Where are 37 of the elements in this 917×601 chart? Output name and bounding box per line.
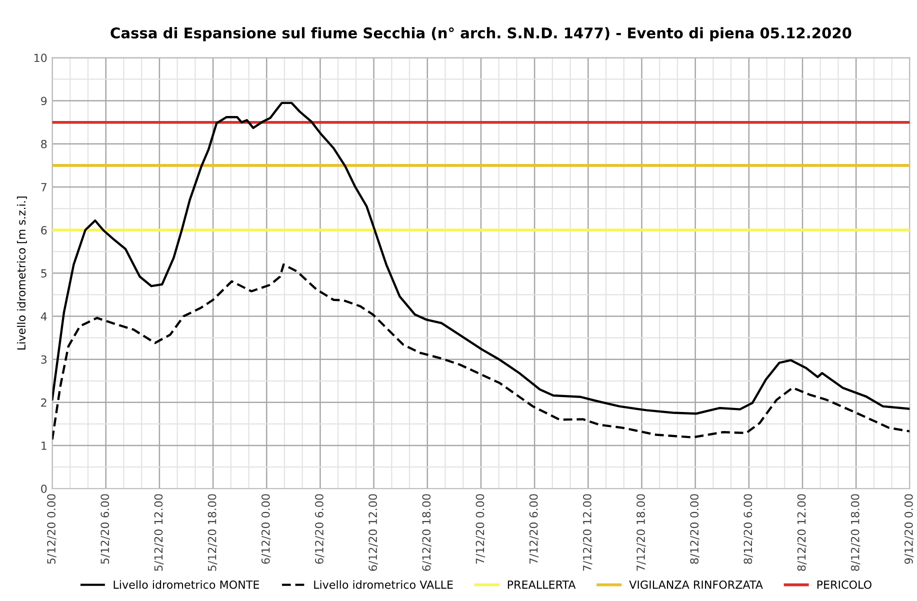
y-tick-label: 6 [41,226,47,234]
y-tick-label: 4 [40,312,47,320]
y-tick-label: 9 [41,96,47,106]
legend-label: PREALLERTA [508,580,576,589]
y-tick-label: 10 [34,54,47,62]
x-tick-label: 7/12/20 0.00 [476,494,486,564]
x-tick-label: 6/12/20 6.00 [315,494,324,564]
x-tick-label: 9/12/20 0.00 [904,494,914,564]
x-tick-label: 7/12/20 18.00 [636,494,646,571]
x-tick-label: 8/12/20 0.00 [690,494,700,564]
legend-label: PERICOLO [817,580,872,589]
x-tick-label: 5/12/20 6.00 [100,494,110,564]
legend-label: Livello idrometrico MONTE [114,580,260,589]
x-tick-label: 5/12/20 0.00 [47,494,56,564]
x-tick-label: 8/12/20 18.00 [850,494,860,571]
y-tick-label: 8 [41,140,47,148]
y-tick-label: 3 [41,355,47,364]
y-tick-label: 1 [42,442,46,450]
legend-label: VIGILANZA RINFORZATA [629,580,763,589]
x-tick-label: 5/12/20 12.00 [154,494,164,571]
y-tick-label: 2 [41,398,46,407]
y-axis-title: Livello idrometrico [m s.z.i.] [16,196,27,350]
chart-title: Cassa di Espansione sul fiume Secchia (n° arch. S.N.D. 1477) - Evento di piena 05.12.2020 [110,27,852,42]
x-tick-label: 6/12/20 18.00 [422,494,432,571]
x-tick-label: 8/12/20 6.00 [744,494,753,564]
x-tick-label: 8/12/20 12.00 [797,494,807,571]
legend-label: Livello idrometrico VALLE [314,580,453,589]
y-tick-label: 7 [41,183,46,192]
line-series [52,263,910,441]
x-tick-label: 7/12/20 12.00 [582,494,592,571]
line-series [52,102,910,415]
x-tick-label: 6/12/20 12.00 [368,494,378,571]
x-tick-label: 5/12/20 18.00 [208,494,218,571]
x-tick-label: 7/12/20 6.00 [529,494,539,564]
y-tick-label: 5 [41,269,46,278]
x-tick-label: 6/12/20 0.00 [261,494,271,564]
y-tick-label: 0 [41,484,47,493]
